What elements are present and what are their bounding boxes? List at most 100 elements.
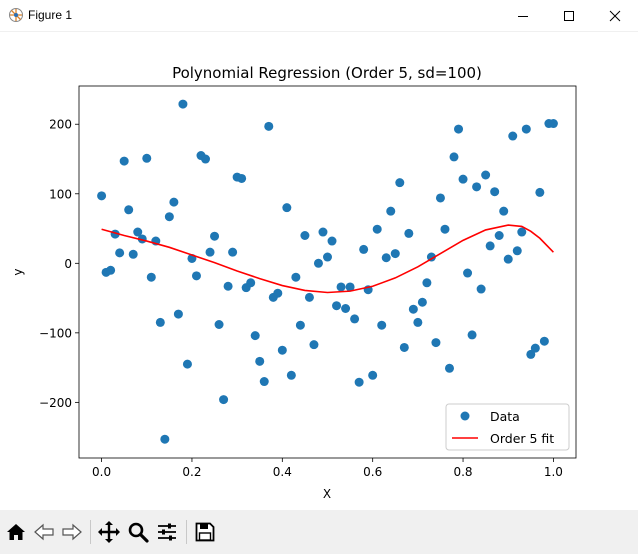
x-axis-label: X [323,487,331,501]
data-point [399,342,409,352]
minimize-button[interactable] [500,0,546,31]
forward-arrow-icon [62,523,82,541]
y-tick-label: −100 [39,326,72,340]
y-tick-label: 100 [49,187,72,201]
data-point [106,265,116,275]
configure-subplots-button[interactable] [153,518,181,546]
data-point [435,193,445,203]
data-point [440,224,450,234]
fit-line [101,224,554,294]
forward-button[interactable] [58,518,86,546]
data-point [309,340,319,350]
data-point [485,241,495,251]
data-point [449,152,459,162]
data-point [327,236,337,246]
data-point [97,191,107,201]
plot-background [79,86,576,458]
data-point [323,252,332,262]
data-point [517,227,527,237]
data-point [490,187,500,197]
back-button[interactable] [30,518,58,546]
data-point [526,349,536,359]
data-point [476,284,486,294]
close-button[interactable] [592,0,638,31]
data-point [548,119,558,129]
zoom-button[interactable] [124,518,152,546]
maximize-button[interactable] [546,0,592,31]
data-point [381,253,391,263]
data-point [264,121,274,131]
data-point [508,131,518,141]
data-point [354,377,364,387]
data-point [413,317,423,327]
data-point [408,304,418,314]
data-point [390,249,400,259]
data-point [146,272,156,282]
home-icon [7,524,25,540]
data-point [164,212,174,222]
data-point [332,301,342,311]
data-point [368,370,378,380]
legend-fit-label: Order 5 fit [490,431,554,446]
zoom-icon [128,522,149,543]
scatter-chart: 0.0 0.2 0.4 0.6 0.8 1.0 −200 −100 0 100 200 Polyn… [11,64,577,501]
data-point [142,153,152,163]
save-button[interactable] [191,518,219,546]
data-point [295,320,305,330]
data-point [422,278,432,288]
home-button[interactable] [2,518,30,546]
x-tick-label: 0.0 [92,465,111,479]
x-tick-label: 0.8 [453,465,472,479]
back-arrow-icon [34,523,54,541]
data-point [201,154,211,164]
data-point [481,170,491,180]
data-point [128,249,138,259]
data-point [304,292,314,302]
data-point [259,377,269,387]
data-point [255,356,265,366]
maximize-icon [564,10,574,21]
data-point [458,174,468,184]
data-point [273,288,283,298]
data-point [395,178,405,188]
data-point [463,268,473,278]
data-point [318,227,328,237]
chart-title: Polynomial Regression (Order 5, sd=100) [172,64,482,82]
data-point [512,246,522,256]
x-tick-label: 1.0 [544,465,563,479]
y-axis-label: y [11,268,25,275]
data-point [237,173,247,183]
navigation-toolbar [0,510,638,554]
data-point [539,336,549,346]
data-point [494,231,504,240]
pan-icon [98,521,120,543]
data-point [472,182,482,192]
data-point [214,320,224,329]
data-point [404,228,414,238]
pan-button[interactable] [95,518,123,546]
data-point [178,99,188,109]
data-point [503,254,513,264]
data-point [341,304,351,313]
close-icon [609,10,621,21]
data-point [205,247,215,257]
data-point [345,282,355,292]
toolbar-separator [186,520,187,544]
data-point [182,359,192,369]
data-point [286,370,296,380]
data-point [115,248,125,258]
data-point [431,338,441,348]
y-tick-label: 200 [49,118,72,132]
data-point [210,231,220,241]
data-point [467,330,477,340]
save-icon [195,522,215,542]
data-point [291,272,301,282]
data-point [124,205,134,215]
data-point [372,224,382,234]
data-point [454,124,464,134]
data-point [160,434,170,444]
data-point [313,258,323,268]
minimize-icon [518,15,528,17]
data-point [155,317,165,327]
x-tick-label: 0.6 [363,465,382,479]
